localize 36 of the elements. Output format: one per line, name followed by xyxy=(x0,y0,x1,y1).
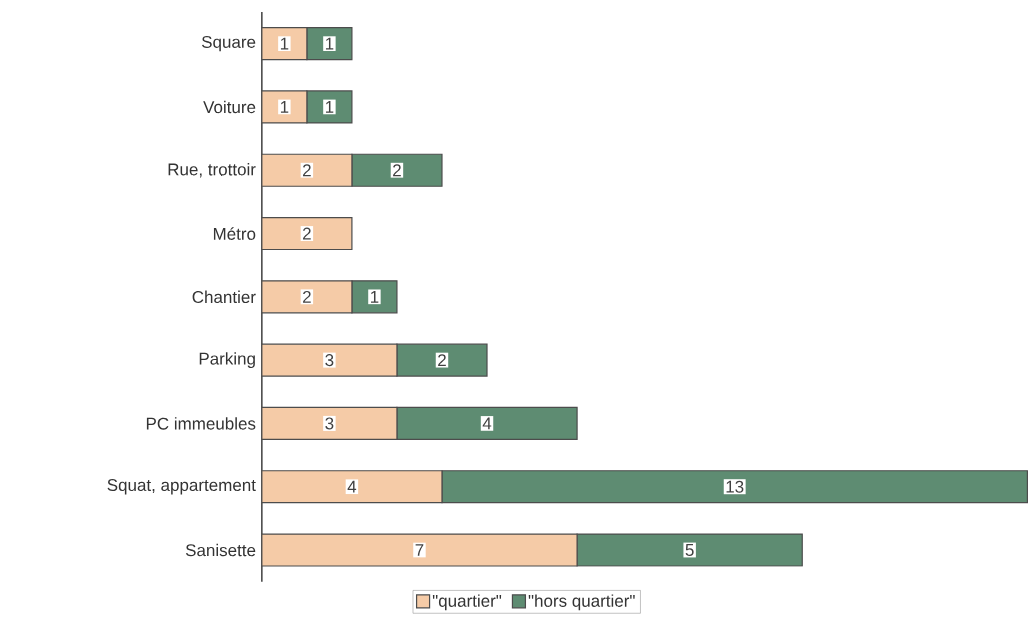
y-tick-label: Voiture xyxy=(203,100,256,114)
y-tick-label: Rue, trottoir xyxy=(168,163,256,178)
data-label: 2 xyxy=(303,291,311,303)
bar xyxy=(441,470,1028,504)
bar xyxy=(576,533,803,567)
bar xyxy=(306,90,353,124)
y-tick-label: PC immeubles xyxy=(146,417,256,430)
data-label: 1 xyxy=(325,37,334,50)
data-label: 1 xyxy=(280,37,289,50)
data-label: 3 xyxy=(325,354,334,367)
legend-label: "quartier" xyxy=(432,594,502,611)
data-label: 13 xyxy=(726,480,744,493)
bar xyxy=(351,153,443,188)
data-label: 3 xyxy=(325,417,334,430)
bar xyxy=(396,343,488,377)
data-label: 1 xyxy=(280,101,289,113)
y-tick-label: Métro xyxy=(213,227,256,241)
data-label: 1 xyxy=(325,101,334,113)
legend-label: "hors quartier" xyxy=(528,594,635,611)
y-tick-label: Chantier xyxy=(192,290,256,304)
data-label: 2 xyxy=(438,354,446,367)
y-tick-label: Squat, appartement xyxy=(107,479,256,495)
data-label: 4 xyxy=(347,481,357,493)
data-label: 7 xyxy=(415,544,424,557)
bar xyxy=(306,27,353,61)
data-label: 5 xyxy=(685,544,694,557)
data-label: 2 xyxy=(303,164,311,177)
y-tick-label: Sanisette xyxy=(185,543,256,557)
data-label: 2 xyxy=(393,164,401,177)
data-label: 1 xyxy=(371,291,379,303)
data-label: 2 xyxy=(303,227,311,240)
bar xyxy=(351,280,398,314)
bar xyxy=(396,407,578,441)
y-tick-label: Parking xyxy=(199,352,255,369)
data-label: 4 xyxy=(482,417,492,430)
y-tick-label: Square xyxy=(201,36,256,52)
